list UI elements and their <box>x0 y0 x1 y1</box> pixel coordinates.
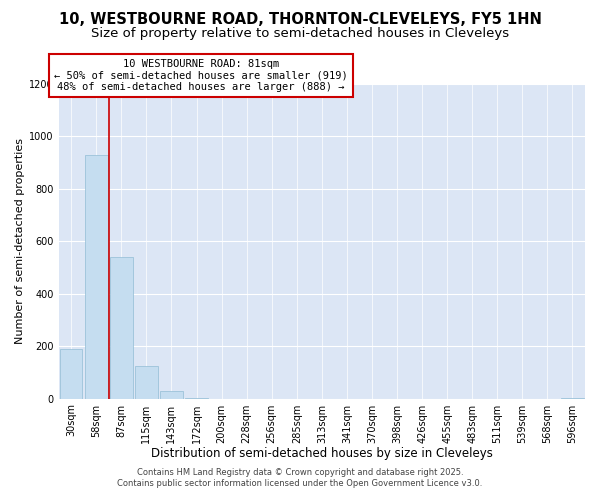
Text: 10 WESTBOURNE ROAD: 81sqm
← 50% of semi-detached houses are smaller (919)
48% of: 10 WESTBOURNE ROAD: 81sqm ← 50% of semi-… <box>54 59 347 92</box>
X-axis label: Distribution of semi-detached houses by size in Cleveleys: Distribution of semi-detached houses by … <box>151 447 493 460</box>
Bar <box>85 155 107 398</box>
Text: 10, WESTBOURNE ROAD, THORNTON-CLEVELEYS, FY5 1HN: 10, WESTBOURNE ROAD, THORNTON-CLEVELEYS,… <box>59 12 541 28</box>
Bar <box>160 390 183 398</box>
Bar <box>135 366 158 398</box>
Y-axis label: Number of semi-detached properties: Number of semi-detached properties <box>15 138 25 344</box>
Text: Contains HM Land Registry data © Crown copyright and database right 2025.
Contai: Contains HM Land Registry data © Crown c… <box>118 468 482 487</box>
Text: Size of property relative to semi-detached houses in Cleveleys: Size of property relative to semi-detach… <box>91 28 509 40</box>
Bar <box>60 349 82 399</box>
Bar <box>110 257 133 398</box>
